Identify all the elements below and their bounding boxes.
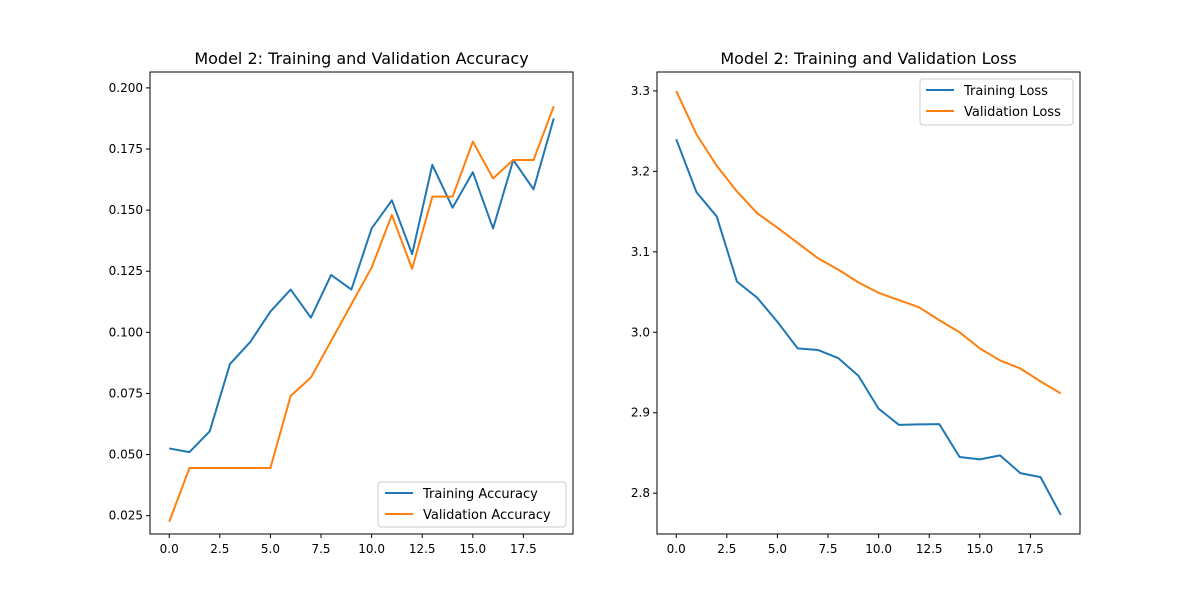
x-tick-label: 7.5 xyxy=(311,542,330,556)
accuracy-x-axis: 0.0 2.5 5.0 7.5 10.0 12.5 15.0 17.5 xyxy=(160,534,537,556)
legend-label-validation-accuracy: Validation Accuracy xyxy=(423,508,551,523)
x-tick-label: 0.0 xyxy=(160,542,179,556)
accuracy-lines xyxy=(168,105,555,523)
x-tick-label: 7.5 xyxy=(818,542,837,556)
y-tick-label: 0.100 xyxy=(109,325,143,339)
loss-chart-title: Model 2: Training and Validation Loss xyxy=(720,49,1016,68)
loss-legend: Training Loss Validation Loss xyxy=(919,78,1074,126)
accuracy-chart-title: Model 2: Training and Validation Accurac… xyxy=(194,49,528,68)
x-tick-label: 5.0 xyxy=(261,542,280,556)
accuracy-plot-frame xyxy=(149,71,574,535)
loss-chart: Model 2: Training and Validation Loss 0.… xyxy=(631,49,1081,556)
y-tick-label: 0.125 xyxy=(109,264,143,278)
loss-y-axis: 2.8 2.9 3.0 3.1 3.2 3.3 xyxy=(631,84,657,500)
y-tick-label: 0.025 xyxy=(109,509,143,523)
x-tick-label: 17.5 xyxy=(1017,542,1044,556)
loss-lines xyxy=(675,90,1062,516)
accuracy-y-axis: 0.025 0.050 0.075 0.100 0.125 0.150 0.175 0.200 xyxy=(109,81,150,523)
series-line-training-accuracy xyxy=(169,118,555,454)
legend-label-validation-loss: Validation Loss xyxy=(964,105,1061,120)
y-tick-label: 0.150 xyxy=(109,203,143,217)
y-tick-label: 3.0 xyxy=(631,325,650,339)
y-tick-label: 0.200 xyxy=(109,81,143,95)
series-line-validation-loss xyxy=(675,90,1062,395)
x-tick-label: 5.0 xyxy=(768,542,787,556)
x-tick-label: 10.0 xyxy=(865,542,892,556)
accuracy-legend-box xyxy=(377,481,567,528)
y-tick-label: 2.8 xyxy=(631,486,650,500)
y-tick-label: 3.1 xyxy=(631,245,650,259)
loss-plot-frame xyxy=(656,71,1081,535)
y-tick-label: 0.075 xyxy=(109,386,143,400)
x-tick-label: 17.5 xyxy=(510,542,537,556)
loss-legend-box xyxy=(919,78,1074,126)
y-tick-label: 2.9 xyxy=(631,406,650,420)
y-tick-label: 0.175 xyxy=(109,142,143,156)
x-tick-label: 15.0 xyxy=(459,542,486,556)
loss-x-axis: 0.0 2.5 5.0 7.5 10.0 12.5 15.0 17.5 xyxy=(667,534,1044,556)
x-tick-label: 10.0 xyxy=(358,542,385,556)
legend-label-training-accuracy: Training Accuracy xyxy=(422,487,538,502)
accuracy-chart: Model 2: Training and Validation Accurac… xyxy=(109,49,574,556)
legend-label-training-loss: Training Loss xyxy=(963,84,1048,99)
y-tick-label: 3.2 xyxy=(631,164,650,178)
y-tick-label: 3.3 xyxy=(631,84,650,98)
x-tick-label: 0.0 xyxy=(667,542,686,556)
accuracy-legend: Training Accuracy Validation Accuracy xyxy=(377,481,567,528)
x-tick-label: 2.5 xyxy=(210,542,229,556)
series-line-training-loss xyxy=(675,138,1062,516)
x-tick-label: 15.0 xyxy=(966,542,993,556)
series-line-validation-accuracy xyxy=(168,105,555,523)
x-tick-label: 12.5 xyxy=(916,542,943,556)
y-tick-label: 0.050 xyxy=(109,448,143,462)
x-tick-label: 12.5 xyxy=(409,542,436,556)
x-tick-label: 2.5 xyxy=(717,542,736,556)
